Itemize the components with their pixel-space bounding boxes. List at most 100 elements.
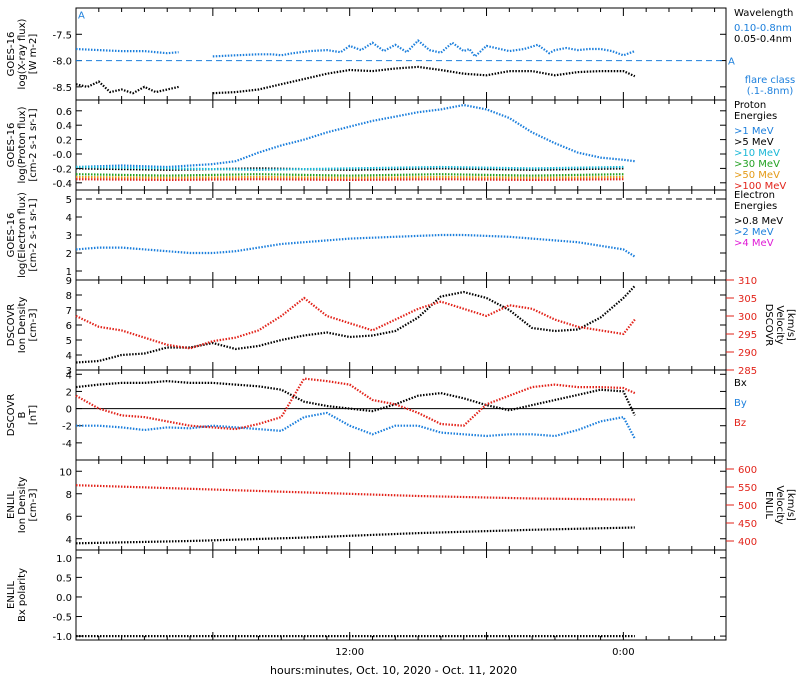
y2-tick-label: 500 xyxy=(738,501,757,512)
y-tick-label: 5 xyxy=(66,336,72,347)
y2-axis-label: ENLIL xyxy=(763,491,774,519)
panel-5: 4 2 0 -2 -4 DSCOVR B [nT] Bx By Bz xyxy=(6,369,747,461)
panel-frame xyxy=(75,369,727,461)
y-tick-label: 4 xyxy=(66,213,72,224)
series-ion-density xyxy=(75,285,636,364)
panel-frame xyxy=(75,459,727,551)
y-axis-label: [cm-3] xyxy=(28,308,39,341)
series--30-mev xyxy=(75,173,624,177)
flare-marker: A xyxy=(728,57,735,68)
y-tick-label: 1 xyxy=(66,267,72,278)
y2-axis-label: DSCOVR xyxy=(763,304,774,347)
series-0-05-0-4nm xyxy=(75,80,179,95)
legend-title: Proton xyxy=(734,100,766,111)
y-tick-label: 4 xyxy=(66,370,72,381)
legend-entry: 0.10-0.8nm xyxy=(734,23,792,34)
y-axis-label: [cm-2 s-1 sr-1] xyxy=(28,198,39,271)
series-0-05-0-4nm xyxy=(212,65,636,95)
y2-tick-label: 305 xyxy=(738,294,757,305)
y-axis-label: log(Proton flux) xyxy=(17,106,28,183)
y-axis-label: B xyxy=(17,411,28,418)
flare-class-label: flare class xyxy=(745,75,795,86)
legend-entry: >4 MeV xyxy=(734,238,774,249)
x-tick-label: 0:00 xyxy=(612,647,634,658)
y2-tick-label: 290 xyxy=(738,348,757,359)
legend-title: Electron xyxy=(734,190,775,201)
y-axis-label: [nT] xyxy=(28,405,39,425)
series--50-mev xyxy=(75,175,624,179)
y-tick-label: 7 xyxy=(66,306,72,317)
y-tick-label: 8 xyxy=(66,291,72,302)
y2-tick-label: 600 xyxy=(738,465,757,476)
y-axis-label: DSCOVR xyxy=(6,394,17,437)
y2-tick-label: 400 xyxy=(738,537,757,548)
legend-entry: Bz xyxy=(734,418,746,429)
y2-axis-label: Velocity xyxy=(774,485,785,524)
y-tick-label: 0.6 xyxy=(56,107,72,118)
y-tick-label: 2 xyxy=(66,387,72,398)
y-axis-label: ENLIL xyxy=(6,491,17,519)
series--10-mev xyxy=(75,165,624,171)
panel-1: -7.5 -8.0 -8.5 GOES-16 log(X-ray flux) [W m-2… xyxy=(6,7,795,101)
series-ion-density xyxy=(75,526,635,545)
panel-frame xyxy=(75,189,727,281)
flare-marker: A xyxy=(78,11,85,22)
y-tick-label: 3 xyxy=(66,231,72,242)
y-tick-label: 1.0 xyxy=(56,554,72,565)
y-tick-label: 8 xyxy=(66,490,72,501)
y2-tick-label: 285 xyxy=(738,366,757,377)
y-tick-label: 0.0 xyxy=(56,593,72,604)
y-tick-label: 6 xyxy=(66,321,72,332)
y-axis-label: [W m-2] xyxy=(28,34,39,75)
y-axis-label: ENLIL xyxy=(6,581,17,609)
legend-title: Energies xyxy=(734,111,777,122)
series-0-10-0-8nm xyxy=(75,47,179,55)
legend-entry: Bx xyxy=(734,378,747,389)
y-tick-label: 3 xyxy=(66,366,72,377)
y-tick-label: 2 xyxy=(66,249,72,260)
series-by xyxy=(76,411,636,440)
y-tick-label: -0.4 xyxy=(52,179,72,190)
y-tick-label: 4 xyxy=(66,351,72,362)
legend-entry: 0.05-0.4nm xyxy=(734,34,792,45)
y-axis-label: log(X-ray flux) xyxy=(17,18,28,89)
legend-entry: >0.8 MeV xyxy=(734,216,783,227)
series--1-mev xyxy=(75,103,635,169)
y-tick-label: 0 xyxy=(66,405,72,416)
y-axis-label: GOES-16 xyxy=(6,123,17,168)
y-tick-label: -2 xyxy=(62,422,72,433)
y-tick-label: 10 xyxy=(59,467,72,478)
flare-class-label: (.1-.8nm) xyxy=(747,86,794,97)
x-axis-label: hours:minutes, Oct. 10, 2020 - Oct. 11, … xyxy=(270,664,518,677)
y-tick-label: 4 xyxy=(66,535,72,546)
y2-axis-label: [km/s] xyxy=(785,309,796,341)
y-tick-label: -1.0 xyxy=(52,632,72,643)
y-axis-label: DSCOVR xyxy=(6,304,17,347)
panel-7: 1.0 0.5 0.0 -0.5 -1.0 ENLIL Bx polarity xyxy=(6,549,727,643)
legend-entry: >1 MeV xyxy=(734,126,774,137)
y-tick-label: 0.4 xyxy=(56,121,72,132)
y-tick-label: 0.5 xyxy=(56,573,72,584)
y-axis-label: Ion Density xyxy=(17,297,28,354)
y-axis-label: [cm-3] xyxy=(28,488,39,521)
y-tick-label: -8.5 xyxy=(52,83,72,94)
series-bx xyxy=(75,379,636,416)
y-axis-label: Bx polarity xyxy=(17,568,28,622)
panel-3: 5 4 3 2 1 GOES-16 log(Electron flux) [cm-2 s-1 … xyxy=(6,189,783,281)
series-bz xyxy=(75,377,636,431)
y-tick-label: 5 xyxy=(66,195,72,206)
x-tick-label: 12:00 xyxy=(335,647,364,658)
y-tick-label: -0.5 xyxy=(52,613,72,624)
panel-2: 0.6 0.4 0.2 -0.0 -0.2 -0.4 GOES-16 log(Proton f… xyxy=(6,99,786,192)
y-axis-label: GOES-16 xyxy=(6,32,17,77)
legend-entry: >100 MeV xyxy=(734,181,786,192)
legend-entry: >30 MeV xyxy=(734,159,780,170)
y-axis-label: GOES-16 xyxy=(6,213,17,258)
y-axis-label: [cm-2 s-1 sr-1] xyxy=(28,108,39,181)
series--5-mev xyxy=(75,167,624,171)
legend-entry: >5 MeV xyxy=(734,137,774,148)
